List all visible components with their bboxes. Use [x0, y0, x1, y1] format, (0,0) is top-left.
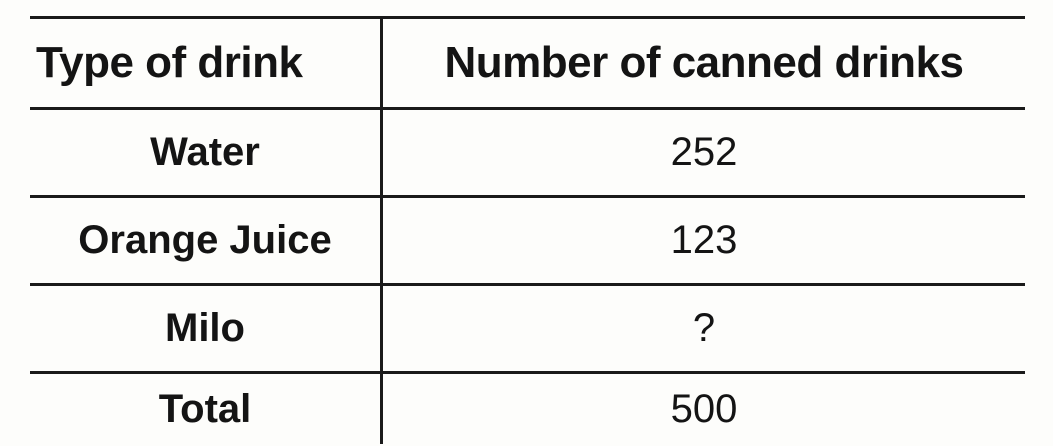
drink-type-cell: Milo: [30, 284, 383, 374]
drink-type-cell: Water: [30, 108, 383, 198]
total-label-cell: Total: [30, 372, 383, 444]
total-count-cell: 500: [670, 386, 738, 431]
total-row: Total 500: [30, 372, 1025, 444]
drink-type-cell: Orange Juice: [30, 196, 383, 286]
header-number-of-canned-drinks: Number of canned drinks: [381, 16, 1025, 110]
table-row: Water 252: [30, 108, 1025, 198]
drink-count-cell: 123: [381, 196, 1025, 286]
header-row: Type of drink Number of canned drinks: [30, 16, 1025, 110]
table-row: Orange Juice 123: [30, 196, 1025, 286]
drinks-table: Type of drink Number of canned drinks Wa…: [30, 16, 1025, 444]
drink-count-cell: 252: [381, 108, 1025, 198]
header-type-of-drink: Type of drink: [30, 16, 383, 110]
drink-count-cell: ?: [381, 284, 1025, 374]
table-row: Milo ?: [30, 284, 1025, 374]
